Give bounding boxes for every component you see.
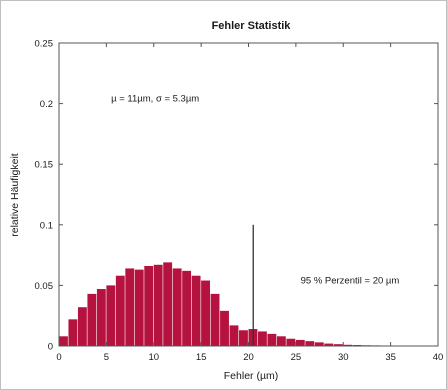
histogram-bar bbox=[333, 344, 343, 346]
histogram-bar bbox=[144, 266, 154, 346]
x-tick-label: 5 bbox=[104, 352, 109, 363]
histogram-bar bbox=[125, 268, 135, 346]
histogram-bar bbox=[134, 269, 144, 346]
x-tick-label: 10 bbox=[148, 352, 159, 363]
x-tick-label: 40 bbox=[433, 352, 444, 363]
histogram-bar bbox=[87, 293, 97, 346]
percentile-annotation: 95 % Perzentil = 20 µm bbox=[301, 275, 400, 286]
histogram-bar bbox=[267, 333, 277, 346]
histogram-bar bbox=[96, 289, 106, 346]
histogram-bar bbox=[182, 270, 192, 346]
y-tick-label: 0.15 bbox=[35, 160, 54, 171]
histogram-bar bbox=[220, 310, 229, 346]
histogram-bar bbox=[305, 341, 315, 346]
histogram-bar bbox=[59, 336, 68, 346]
histogram-bar bbox=[153, 264, 163, 346]
y-tick-label: 0 bbox=[48, 342, 53, 353]
chart-title: Fehler Statistik bbox=[212, 20, 292, 32]
x-tick-label: 20 bbox=[243, 352, 254, 363]
histogram-bar bbox=[172, 268, 182, 346]
y-tick-label: 0.05 bbox=[35, 281, 54, 292]
y-tick-label: 0.25 bbox=[35, 39, 54, 50]
x-tick-label: 0 bbox=[56, 352, 61, 363]
x-axis-ticks: 0 5 10 15 20 25 30 35 40 bbox=[56, 43, 443, 363]
x-axis-label: Fehler (µm) bbox=[224, 370, 278, 382]
y-tick-label: 0.1 bbox=[40, 220, 53, 231]
histogram-bar bbox=[239, 330, 248, 346]
histogram-bar bbox=[286, 338, 296, 346]
histogram-bar bbox=[77, 307, 87, 346]
x-tick-label: 15 bbox=[196, 352, 207, 363]
y-axis-label: relative Häufigkeit bbox=[9, 153, 21, 237]
y-tick-label: 0.2 bbox=[40, 99, 53, 110]
histogram-bar bbox=[106, 285, 116, 346]
stats-annotation: µ = 11µm, σ = 5.3µm bbox=[111, 94, 199, 105]
y-axis-ticks: 0 0.05 0.1 0.15 0.2 0.25 bbox=[35, 39, 438, 353]
bars bbox=[59, 262, 409, 347]
histogram-bar bbox=[257, 331, 267, 346]
x-tick-label: 30 bbox=[338, 352, 349, 363]
histogram-bar bbox=[324, 343, 334, 346]
histogram-bar bbox=[191, 275, 201, 346]
histogram-bar bbox=[115, 275, 125, 346]
x-tick-label: 35 bbox=[385, 352, 396, 363]
histogram-bar bbox=[201, 280, 210, 346]
histogram-bar bbox=[295, 339, 305, 346]
histogram-bar bbox=[68, 319, 78, 346]
histogram-bar bbox=[314, 342, 324, 346]
histogram-bar bbox=[229, 325, 239, 346]
histogram-bar bbox=[210, 293, 220, 346]
x-tick-label: 25 bbox=[291, 352, 302, 363]
histogram-bar bbox=[276, 336, 286, 346]
histogram-bar bbox=[163, 262, 173, 346]
histogram-bar bbox=[343, 344, 353, 346]
